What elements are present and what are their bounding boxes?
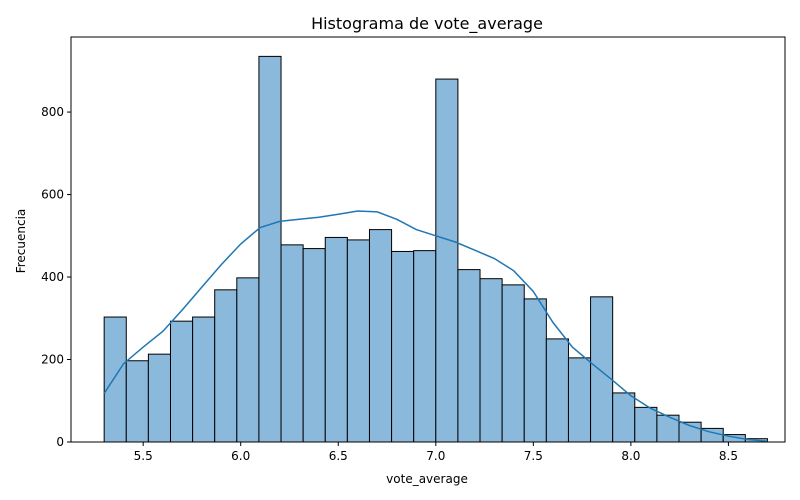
histogram-bar bbox=[391, 250, 415, 443]
chart-title: Histograma de vote_average bbox=[311, 14, 543, 34]
plot-area bbox=[70, 36, 786, 443]
histogram-bar bbox=[280, 244, 304, 443]
y-tick-label: 200 bbox=[41, 353, 64, 367]
histogram-bar bbox=[192, 316, 216, 443]
histogram-bar bbox=[523, 298, 547, 443]
x-tick-label: 6.0 bbox=[231, 449, 250, 463]
histogram-bar bbox=[634, 406, 658, 443]
histogram-bar bbox=[214, 289, 238, 443]
y-tick-label: 400 bbox=[41, 270, 64, 284]
x-axis-title: vote_average bbox=[386, 472, 468, 486]
x-tick-label: 7.0 bbox=[426, 449, 445, 463]
histogram-bar bbox=[590, 296, 614, 443]
histogram-bar bbox=[169, 320, 194, 443]
histogram-bar bbox=[103, 316, 127, 443]
histogram-bar bbox=[324, 236, 348, 443]
plot-frame bbox=[70, 36, 786, 443]
histogram-bar bbox=[302, 248, 326, 443]
x-axis: 5.5 6.0 6.5 7.0 7.5 8.0 8.5 bbox=[134, 442, 738, 463]
histogram-bar bbox=[545, 338, 569, 443]
kde-line bbox=[103, 210, 768, 442]
histogram-bar bbox=[346, 239, 370, 443]
histogram-bar bbox=[567, 357, 592, 443]
y-axis-title: Frecuencia bbox=[14, 209, 28, 274]
histogram-bar bbox=[258, 55, 282, 443]
histogram-bar bbox=[236, 277, 260, 443]
x-tick-label: 8.0 bbox=[621, 449, 640, 463]
histogram-bars bbox=[103, 55, 768, 443]
histogram-bar bbox=[125, 360, 149, 443]
histogram-bar bbox=[501, 284, 525, 443]
y-axis: 0 200 400 600 800 bbox=[41, 105, 71, 449]
histogram-bar bbox=[368, 229, 393, 443]
histogram-bar bbox=[147, 353, 171, 443]
histogram-bar bbox=[479, 278, 503, 443]
y-tick-label: 800 bbox=[41, 105, 64, 119]
x-tick-label: 7.5 bbox=[524, 449, 543, 463]
x-tick-label: 6.5 bbox=[329, 449, 348, 463]
histogram-bar bbox=[413, 250, 437, 443]
x-tick-label: 8.5 bbox=[719, 449, 738, 463]
y-tick-label: 600 bbox=[41, 188, 64, 202]
histogram-bar bbox=[435, 78, 459, 443]
histogram-bar bbox=[457, 269, 481, 443]
x-tick-label: 5.5 bbox=[134, 449, 153, 463]
y-tick-label: 0 bbox=[56, 435, 64, 449]
histogram-bar bbox=[612, 392, 636, 443]
